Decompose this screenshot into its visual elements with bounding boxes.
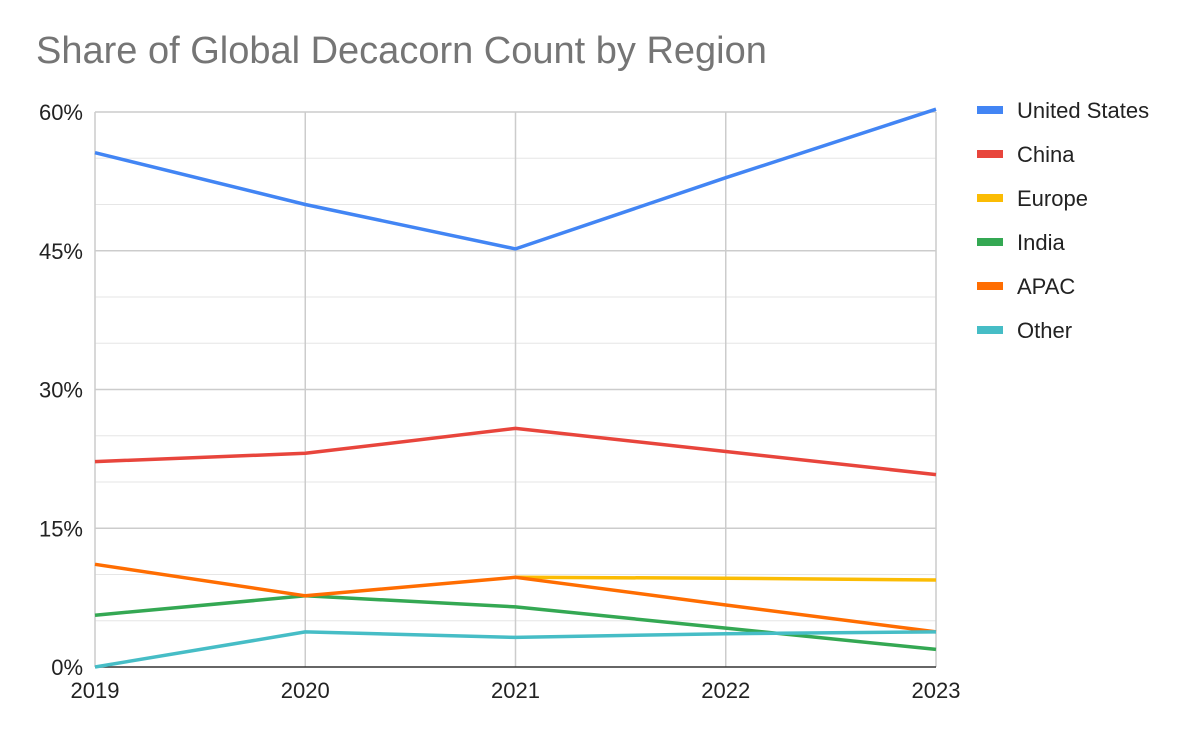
legend-swatch [977,150,1003,158]
x-tick-label: 2023 [912,678,961,703]
series-line-united-states [94,107,937,251]
x-tick-label: 2019 [71,678,120,703]
y-tick-label: 0% [51,655,83,680]
series-lines [94,107,937,669]
legend-label: Other [1017,318,1072,343]
y-tick-label: 30% [39,378,83,403]
series-line-china [94,426,937,477]
chart-title: Share of Global Decacorn Count by Region [36,30,767,72]
y-tick-label: 15% [39,516,83,541]
legend-swatch [977,326,1003,334]
legend-swatch [977,238,1003,246]
legend-swatch [977,282,1003,290]
y-tick-label: 45% [39,239,83,264]
legend-label: India [1017,230,1065,255]
x-tick-label: 2021 [491,678,540,703]
x-tick-label: 2020 [281,678,330,703]
series-line-europe [515,575,937,582]
legend-swatch [977,106,1003,114]
legend-label: APAC [1017,274,1075,299]
series-line-india [94,594,937,652]
series-line-other [94,630,937,669]
legend-label: Europe [1017,186,1088,211]
x-tick-label: 2022 [701,678,750,703]
legend-label: China [1017,142,1075,167]
legend-swatch [977,194,1003,202]
gridlines [94,111,937,668]
legend-label: United States [1017,98,1149,123]
x-axis-ticks: 2019 2020 2021 2022 2023 [71,678,961,703]
y-axis-ticks: 0% 15% 30% 45% 60% [39,100,83,680]
series-line-apac [94,562,937,634]
y-tick-label: 60% [39,100,83,125]
legend: United States China Europe India APAC Other [977,98,1149,343]
